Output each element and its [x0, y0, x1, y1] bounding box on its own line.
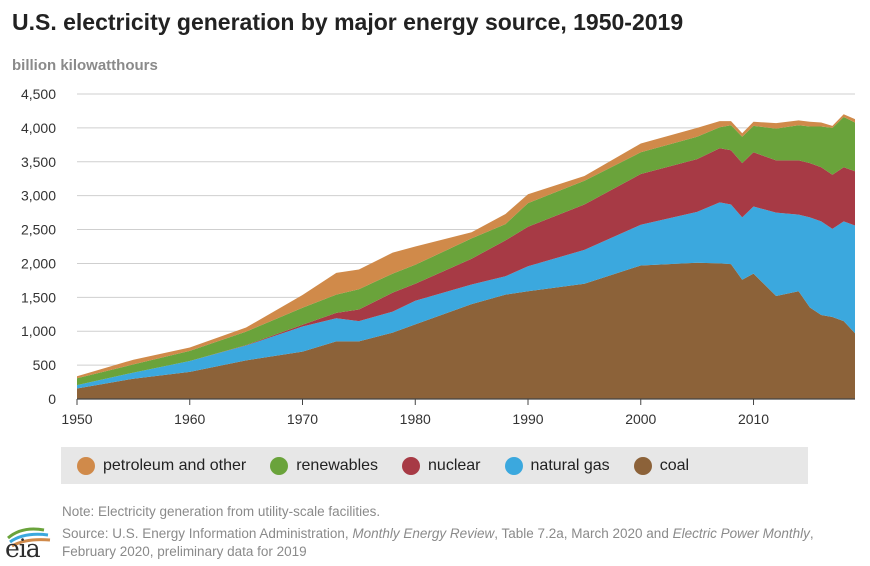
legend-label: petroleum and other: [103, 456, 247, 474]
legend-swatch: [77, 456, 95, 475]
legend: petroleum and other renewables nuclear natu…: [61, 447, 808, 484]
legend-item-natural-gas: natural gas: [504, 456, 610, 475]
y-tick-label: 4,500: [21, 86, 56, 102]
legend-label: natural gas: [530, 456, 610, 474]
legend-item-nuclear: nuclear: [402, 456, 481, 475]
source-suffix: , February 2020, preliminary data for 20…: [62, 526, 814, 559]
legend-label: coal: [659, 456, 690, 474]
legend-swatch: [402, 456, 421, 475]
y-unit-label: billion kilowatthours: [12, 57, 158, 74]
axes: 0 500 1,000 1,500 2,000 2,500 3,000 3,500 4,000 4…: [21, 86, 855, 427]
legend-item-renewables: renewables: [270, 456, 379, 475]
area-natural-gas: [77, 202, 855, 389]
source-publication-1: Monthly Energy Review: [352, 526, 495, 541]
y-tick-label: 1,000: [21, 323, 56, 339]
legend-label: renewables: [296, 456, 379, 474]
y-tick-label: 4,000: [21, 120, 56, 136]
area-coal: [77, 262, 855, 399]
legend-item-petroleum-and-other: petroleum and other: [77, 456, 247, 475]
chart-note: Note: Electricity generation from utilit…: [62, 504, 381, 519]
y-tick-label: 500: [33, 357, 57, 373]
y-tick-label: 1,500: [21, 289, 56, 305]
chart-title: U.S. electricity generation by major ene…: [12, 9, 684, 35]
source-prefix: Source: U.S. Energy Information Administ…: [62, 526, 353, 541]
legend-label: nuclear: [428, 456, 481, 474]
legend-swatch: [504, 456, 523, 475]
y-tick-label: 2,500: [21, 222, 56, 238]
legend-swatch: [270, 456, 289, 475]
x-tick-label: 2000: [625, 411, 656, 427]
y-tick-label: 3,000: [21, 188, 56, 204]
x-tick-label: 1970: [287, 411, 318, 427]
area-series: [77, 114, 855, 399]
y-tick-label: 2,000: [21, 255, 56, 271]
chart-source: Source: U.S. Energy Information Administ…: [62, 525, 862, 561]
legend-swatch: [633, 456, 652, 475]
source-publication-2: Electric Power Monthly: [672, 526, 810, 541]
area-nuclear: [77, 148, 855, 386]
source-middle: , Table 7.2a, March 2020 and: [494, 526, 673, 541]
legend-item-coal: coal: [633, 456, 690, 475]
y-tick-label: 3,500: [21, 154, 56, 170]
x-tick-label: 1990: [512, 411, 543, 427]
eia-logo-text: eia: [5, 534, 41, 563]
x-tick-label: 1980: [400, 411, 431, 427]
y-tick-label: 0: [48, 391, 56, 407]
x-tick-label: 2010: [738, 411, 769, 427]
eia-logo: [7, 527, 51, 548]
area-chart: 0 500 1,000 1,500 2,000 2,500 3,000 3,500 4,000 4…: [21, 86, 855, 427]
x-tick-label: 1960: [174, 411, 205, 427]
area-renewables: [77, 117, 855, 386]
x-tick-label: 1950: [61, 411, 92, 427]
